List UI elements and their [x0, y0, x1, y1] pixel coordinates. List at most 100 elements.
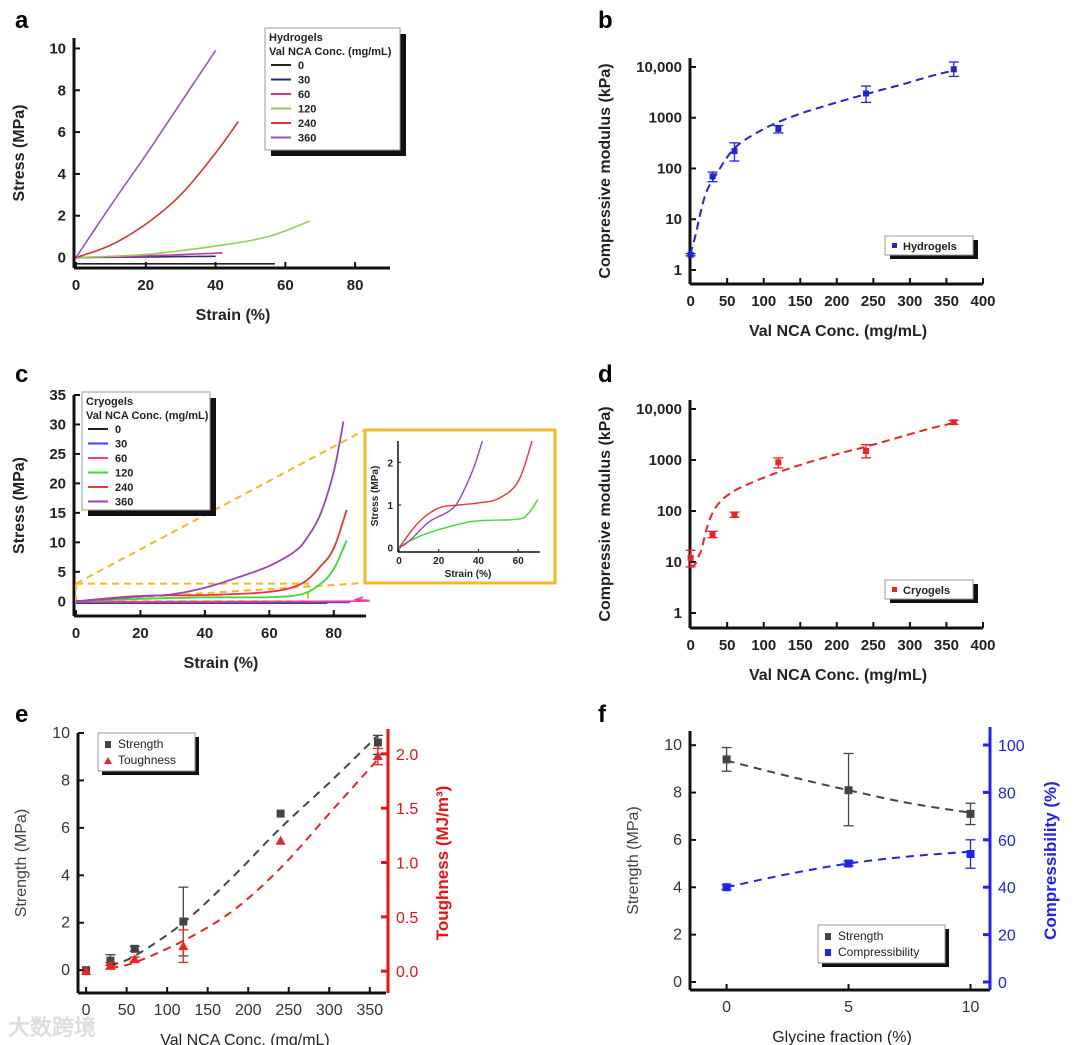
y-axis-label: Compressive modulus (kPa) [597, 63, 614, 278]
y-tick-label: 100 [657, 503, 682, 520]
y-axis-label: Stress (MPa) [11, 105, 28, 202]
y-tick-label: 6 [61, 820, 70, 837]
y-tick-label: 2 [673, 927, 682, 944]
curve-120 [75, 540, 348, 603]
curve-360 [75, 50, 217, 258]
x-tick-label: 50 [719, 293, 736, 310]
legend-marker [892, 243, 897, 248]
legend-marker [105, 741, 111, 748]
toughness-point [178, 941, 189, 951]
toughness-point [81, 966, 92, 976]
x-tick-label: 200 [824, 293, 849, 310]
legend-item: Toughness [118, 753, 176, 767]
y-tick-label: 2 [58, 208, 66, 225]
zoom-connector [75, 429, 366, 585]
curve-360 [75, 421, 345, 603]
y-tick-label: 8 [673, 785, 682, 802]
y-tick-label: 8 [61, 772, 70, 789]
legend-item: 0 [115, 424, 121, 436]
y-tick-label: 100 [657, 160, 682, 177]
x-tick-label: 20 [137, 277, 154, 294]
legend-item: 30 [298, 75, 310, 87]
x-tick-label: 300 [316, 1002, 343, 1019]
x-tick-label: 0 [82, 1002, 91, 1019]
x-tick-label: 80 [347, 277, 364, 294]
fit-curve-Strength [726, 759, 971, 814]
x-tick-label: 350 [934, 293, 959, 310]
x-tick-label: 100 [751, 637, 776, 654]
y-tick-label: 0 [58, 250, 66, 267]
legend-item: 120 [115, 468, 133, 480]
legend-title: Cryogels [86, 396, 133, 408]
panel-a: a 0 20 40 60 80 0 2 4 6 8 10 Strain (%) Stress (MPa) H… [11, 7, 406, 324]
panel-label: c [15, 361, 28, 388]
x-axis-label: Val NCA Conc. (mg/mL) [160, 1032, 330, 1045]
legend-subtitle: Val NCA Conc. (mg/mL) [86, 410, 209, 422]
y2-tick-label: 0.0 [396, 964, 418, 981]
inset-y-tick-label: 1 [387, 501, 393, 512]
data-point [950, 66, 957, 73]
y2-axis-label: Compressibility (%) [1041, 781, 1060, 940]
compressibility-point [722, 883, 731, 892]
inset-x-tick-label: 60 [513, 556, 525, 567]
legend [97, 732, 196, 772]
data-point [709, 173, 716, 180]
strength-point [722, 755, 731, 764]
y-tick-label: 10 [49, 534, 66, 551]
compressibility-point [966, 850, 975, 859]
y-tick-label: 35 [49, 387, 66, 404]
y-axis-label: Strength (MPa) [625, 806, 642, 914]
data-point [687, 554, 694, 561]
x-axis-label: Val NCA Conc. (mg/mL) [749, 323, 927, 340]
y-tick-label: 20 [49, 475, 66, 492]
y2-axis-label: Toughness (MJ/m³) [433, 786, 452, 941]
legend-item: 120 [298, 104, 316, 116]
x-tick-label: 300 [897, 293, 922, 310]
y-tick-label: 10,000 [636, 401, 682, 418]
data-point [731, 511, 738, 518]
y-tick-label: 1 [674, 605, 682, 622]
fit-curve-Compressibility [726, 850, 971, 889]
x-axis-label: Val NCA Conc. (mg/mL) [749, 667, 927, 684]
x-axis-label: Strain (%) [184, 655, 259, 672]
data-point [775, 459, 782, 466]
fit-curve-Strength [110, 734, 379, 967]
panel-label: f [598, 701, 607, 728]
panel-label: a [15, 7, 29, 34]
y2-tick-label: 80 [998, 785, 1016, 802]
legend-marker [892, 587, 897, 592]
x-tick-label: 150 [194, 1002, 221, 1019]
x-tick-label: 5 [844, 999, 853, 1016]
fit-curve [689, 69, 955, 255]
panel-label: e [15, 701, 28, 728]
data-point [731, 148, 738, 155]
x-tick-label: 150 [788, 293, 813, 310]
strength-point [844, 786, 853, 795]
inset-x-tick-label: 20 [433, 556, 445, 567]
legend-marker [825, 949, 831, 956]
legend-item: 360 [115, 497, 133, 509]
toughness-point [275, 835, 286, 845]
inset-curve-360 [398, 440, 484, 549]
inset-y-axis-label: Stress (MPa) [370, 466, 381, 527]
legend [817, 924, 946, 964]
y-tick-label: 4 [673, 879, 682, 896]
legend-item: Hydrogels [903, 241, 957, 253]
x-tick-label: 40 [207, 277, 224, 294]
x-tick-label: 20 [132, 625, 149, 642]
inset-curve-120 [398, 499, 539, 549]
x-axis-label: Strain (%) [196, 307, 271, 324]
fit-curve-Toughness [110, 758, 379, 969]
y-tick-label: 25 [49, 446, 66, 463]
panel-d: d 0 50 100 150 200 250 300 350 400 1 10 100 1000 10,00… [597, 361, 996, 684]
toughness-point [372, 751, 383, 761]
y-tick-label: 2 [61, 915, 70, 932]
x-tick-label: 60 [261, 625, 278, 642]
compressibility-point [844, 859, 853, 868]
data-point [687, 251, 694, 258]
inset-x-tick-label: 0 [396, 556, 402, 567]
x-tick-label: 0 [686, 293, 694, 310]
x-axis-label: Glycine fraction (%) [772, 1029, 912, 1045]
panel-label: b [598, 7, 613, 34]
x-tick-label: 350 [934, 637, 959, 654]
